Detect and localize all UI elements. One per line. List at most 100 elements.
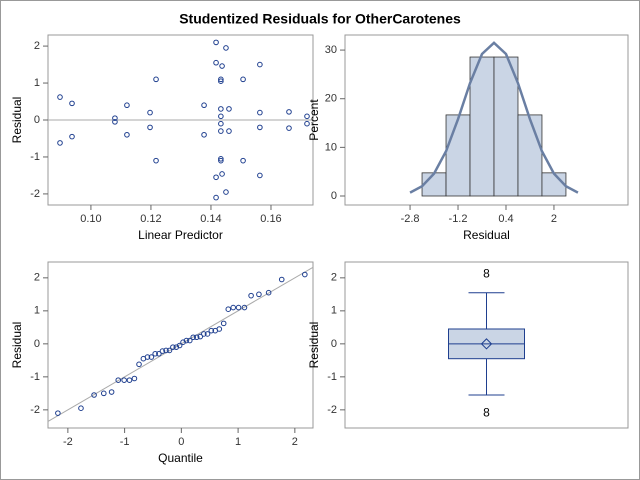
point: [213, 39, 219, 46]
point: [170, 344, 176, 350]
point: [240, 76, 246, 83]
point: [183, 337, 190, 344]
y-tick-label: 2: [34, 40, 40, 52]
y-tick-label: 10: [325, 141, 337, 153]
y-tick-label: 0: [34, 114, 40, 126]
point: [153, 76, 159, 83]
y-tick-label: 1: [331, 305, 337, 317]
point: [223, 45, 229, 51]
x-axis-label: Quantile: [158, 451, 203, 465]
x-tick-label: -1: [120, 436, 130, 448]
point: [136, 361, 142, 368]
y-tick-label: 0: [331, 190, 337, 202]
y-tick-label: -1: [30, 151, 40, 163]
y-tick-label: -1: [327, 371, 337, 383]
point: [156, 350, 162, 357]
y-tick-label: -2: [30, 188, 40, 200]
x-tick-label: 0.10: [80, 213, 101, 225]
point: [144, 354, 151, 360]
point: [57, 140, 63, 146]
plot-frame: [344, 34, 629, 206]
point: [69, 100, 75, 107]
point: [257, 109, 263, 116]
point: [219, 63, 225, 69]
x-axis-label: Residual: [463, 228, 510, 242]
point: [201, 331, 207, 337]
point: [159, 348, 166, 354]
point: [218, 113, 224, 120]
y-tick-label: 20: [325, 93, 337, 105]
y-tick-label: 1: [34, 305, 40, 317]
y-axis-label: Residual: [10, 322, 24, 369]
x-tick-label: 0.16: [260, 213, 281, 225]
point: [163, 347, 169, 354]
density-curve: [409, 41, 579, 194]
bar: [469, 56, 495, 197]
point: [131, 375, 138, 382]
point: [152, 350, 158, 357]
point: [304, 113, 310, 120]
bar: [493, 56, 519, 197]
x-tick-label: -2: [63, 436, 73, 448]
point: [302, 271, 308, 278]
point: [55, 410, 61, 416]
x-tick-label: 0.14: [200, 213, 221, 225]
point: [208, 327, 215, 334]
bar: [445, 114, 471, 197]
point: [265, 289, 272, 296]
plot-frame: [344, 261, 629, 429]
point: [187, 337, 193, 344]
plot-frame: [47, 261, 314, 429]
point: [204, 331, 211, 337]
point: [108, 389, 115, 395]
point: [235, 304, 242, 311]
point: [115, 377, 122, 383]
point: [248, 292, 254, 299]
point: [240, 157, 246, 164]
point: [225, 306, 232, 312]
point: [286, 109, 292, 115]
y-axis-label: Percent: [307, 99, 321, 141]
y-axis-label: Residual: [307, 322, 321, 369]
point: [218, 76, 224, 83]
point: [166, 347, 173, 354]
x-tick-label: 2: [551, 213, 557, 225]
point: [257, 172, 263, 179]
point: [216, 326, 223, 332]
outlier-label: 8: [483, 267, 490, 281]
x-axis-label: Linear Predictor: [138, 228, 223, 242]
point: [226, 106, 232, 112]
point: [112, 115, 118, 121]
point: [112, 119, 118, 125]
point: [257, 124, 263, 131]
point: [124, 131, 130, 138]
point: [241, 304, 248, 311]
point: [223, 189, 229, 195]
y-tick-label: 30: [325, 44, 337, 56]
point: [201, 102, 207, 109]
y-tick-label: -2: [30, 404, 40, 416]
y-tick-label: 2: [331, 272, 337, 284]
point: [256, 291, 262, 298]
point: [226, 128, 232, 134]
point: [278, 276, 285, 283]
point: [197, 333, 204, 340]
point: [213, 59, 219, 66]
point: [57, 94, 63, 100]
point: [193, 334, 200, 341]
point: [124, 102, 130, 109]
point: [218, 157, 224, 164]
point: [190, 334, 197, 341]
point: [218, 78, 224, 84]
point: [218, 106, 224, 112]
point: [230, 304, 237, 311]
point: [257, 61, 263, 68]
x-tick-label: -1.2: [449, 213, 468, 225]
point: [153, 157, 159, 164]
point: [219, 171, 225, 177]
outlier-label: 8: [483, 405, 490, 419]
point: [78, 405, 84, 411]
point: [121, 377, 127, 383]
